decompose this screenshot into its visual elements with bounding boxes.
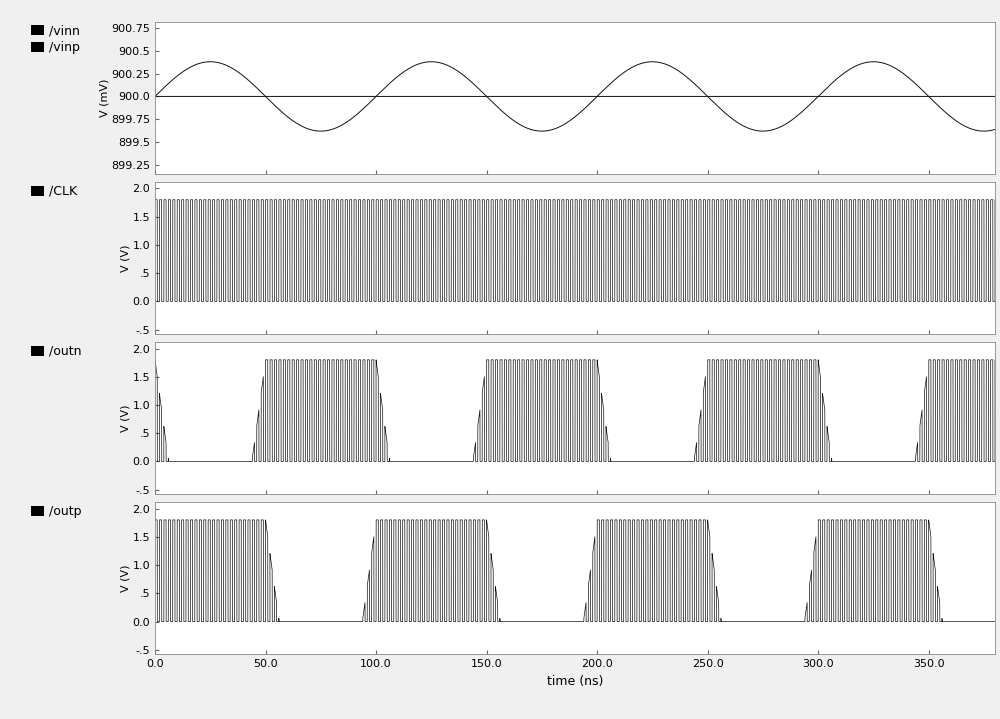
Legend: /CLK: /CLK [31, 185, 77, 198]
Y-axis label: V (V): V (V) [121, 244, 131, 272]
Legend: /outp: /outp [31, 505, 81, 518]
X-axis label: time (ns): time (ns) [547, 674, 603, 687]
Y-axis label: V (V): V (V) [121, 404, 131, 431]
Legend: /vinn, /vinp: /vinn, /vinp [31, 24, 79, 54]
Legend: /outn: /outn [31, 345, 81, 358]
Y-axis label: V (V): V (V) [121, 564, 131, 592]
Y-axis label: V (mV): V (mV) [100, 78, 110, 117]
